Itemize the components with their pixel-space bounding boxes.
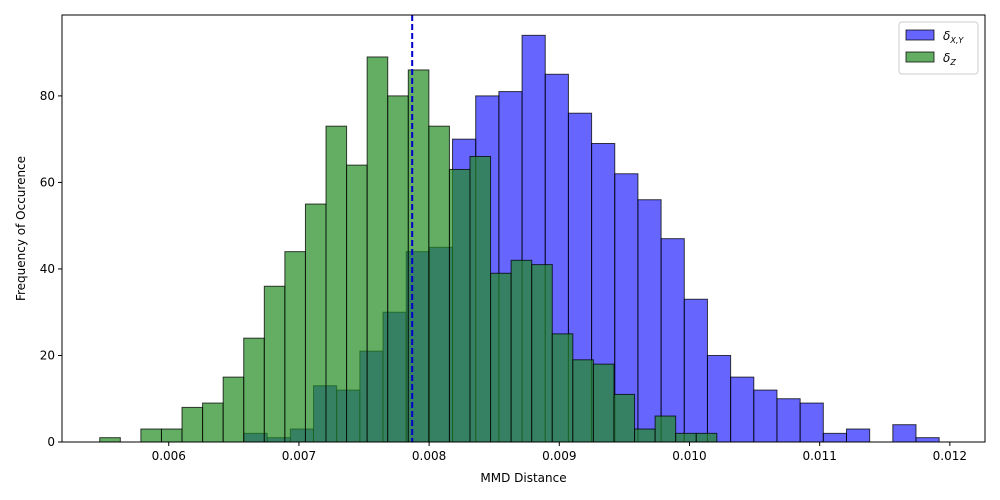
histogram-bar [346,164,368,443]
histogram-bar [706,354,732,443]
x-axis-ticks: 0.006 0.007 0.008 0.009 0.010 0.011 0.012 [152,442,967,463]
histogram-bar [140,428,162,443]
histogram-bar [845,428,871,443]
histogram-bar [428,125,450,443]
plot-frame [61,14,986,443]
x-tick-label: 0.008 [412,449,446,463]
histogram-bar [510,259,533,443]
x-tick-label: 0.006 [152,449,186,463]
histogram-bar [99,437,121,443]
histogram-bar [822,432,847,443]
histogram-bar [284,251,306,443]
histogram-bar [448,168,471,443]
histogram-bar [243,337,265,443]
histogram-bar [304,203,327,443]
y-tick-label: 0 [47,435,55,449]
legend: δX,Y δZ [898,21,979,75]
histogram-bar [799,402,824,443]
y-tick-label: 80 [40,89,55,103]
histogram-bar [181,406,204,443]
histogram-bar [634,428,656,443]
x-tick-label: 0.010 [672,449,706,463]
histogram-bar [531,264,553,443]
histogram-bar [730,376,755,443]
legend-swatch [905,51,935,63]
x-tick-label: 0.007 [282,449,316,463]
histogram-bar [613,393,636,443]
histogram-bar [325,125,348,443]
histogram-bar [551,333,574,443]
x-tick-label: 0.011 [802,449,836,463]
histogram-bar [490,272,512,443]
histogram-bar [675,432,697,443]
legend-label: δX,Y [943,29,964,45]
x-tick-label: 0.009 [542,449,576,463]
legend-swatch [905,29,935,41]
histogram-bar [592,363,615,443]
histogram-bar [753,389,778,443]
histogram-bar [572,359,594,443]
y-axis-ticks: 0 20 40 60 80 [40,89,62,449]
histogram-bar [222,376,245,443]
histogram-bar [892,424,917,443]
y-tick-label: 20 [40,348,55,362]
legend-label: δZ [943,51,956,67]
y-tick-label: 40 [40,262,55,276]
histogram-bar [160,428,183,443]
histogram-bar [469,155,492,443]
x-axis-title: MMD Distance [480,471,566,485]
histogram-bar [202,402,224,443]
y-tick-label: 60 [40,175,55,189]
histogram-bar [366,56,389,443]
histogram-bar [654,415,677,443]
histogram-bar [683,298,708,443]
x-tick-label: 0.012 [933,449,967,463]
histogram-bar [387,95,409,443]
histogram-bar [660,238,685,443]
y-axis-title: Frequency of Occurence [14,156,28,301]
histogram-bar [637,199,662,443]
histogram-bar [915,437,940,443]
histogram-bar [263,285,286,443]
histogram-bar [776,398,801,443]
histogram-bar [695,432,718,443]
